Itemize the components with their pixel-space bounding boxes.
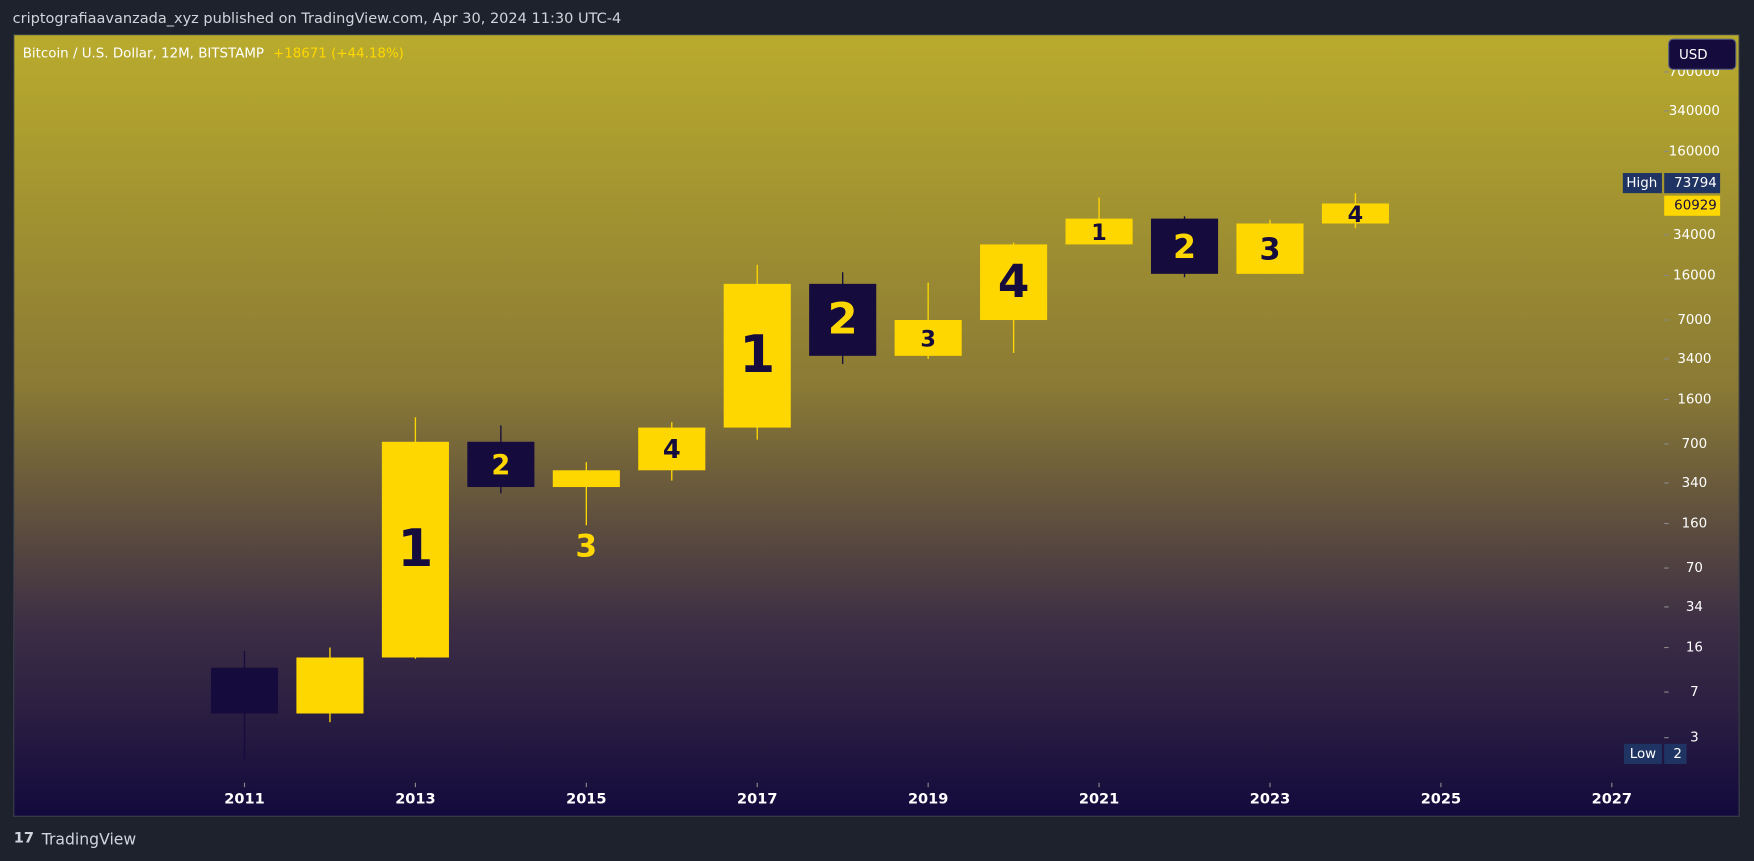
y-tick-label: 700 <box>1682 437 1708 452</box>
y-tick-label: 160000 <box>1669 144 1720 159</box>
wave-label: 2 <box>828 295 858 345</box>
wave-label: 3 <box>920 327 936 353</box>
y-tick-label: 160 <box>1682 517 1708 532</box>
high-label: High <box>1626 176 1657 191</box>
publisher: criptografiaavanzada_xyz published on Tr… <box>13 11 622 27</box>
x-tick-label: 2015 <box>566 792 606 808</box>
x-tick-label: 2021 <box>1079 792 1119 808</box>
low-value: 2 <box>1673 747 1682 762</box>
candle-body <box>381 441 449 658</box>
candle-body <box>1065 218 1133 245</box>
change: +18671 (+44.18%) <box>273 47 404 62</box>
currency[interactable]: USD <box>1679 48 1708 63</box>
x-tick-label: 2027 <box>1592 792 1632 808</box>
candle-body <box>467 441 535 488</box>
candle-body <box>638 427 706 471</box>
candle-body <box>809 283 877 356</box>
low-tag <box>1623 743 1662 764</box>
high-value-tag <box>1664 173 1721 194</box>
plot: 3716347016034070016003400700016000340001… <box>210 65 1720 808</box>
brand: TradingView <box>41 829 137 848</box>
x-tick-label: 2017 <box>737 792 777 808</box>
wave-label: 3 <box>1259 232 1280 267</box>
candle-body <box>552 470 620 488</box>
low-value-tag <box>1664 743 1687 764</box>
candle-body <box>723 283 791 428</box>
y-tick-label: 340 <box>1682 476 1708 491</box>
wave-label: 2 <box>491 450 510 481</box>
high-tag <box>1622 173 1662 194</box>
y-tick-label: 16 <box>1686 641 1703 656</box>
y-tick-label: 1600 <box>1677 393 1711 408</box>
symbol: Bitcoin / U.S. Dollar, 12M, BITSTAMP <box>23 47 264 62</box>
y-tick-label: 34 <box>1686 600 1703 615</box>
wave-label: 3 <box>575 529 597 565</box>
candle-body <box>210 667 279 714</box>
wave-label: 1 <box>398 519 434 579</box>
candle-body <box>980 244 1048 321</box>
candle-body <box>894 320 962 356</box>
last-value: 60929 <box>1674 199 1717 214</box>
wave-label: 4 <box>663 435 681 465</box>
y-tick-label: 3400 <box>1677 352 1711 367</box>
wave-label: 1 <box>739 325 775 385</box>
y-tick-label: 3 <box>1690 731 1699 746</box>
y-tick-label: 16000 <box>1673 268 1716 283</box>
wave-label: 1 <box>1091 220 1107 246</box>
x-tick-label: 2011 <box>224 792 264 808</box>
high-value: 73794 <box>1674 176 1717 191</box>
currency-button[interactable] <box>1668 38 1737 70</box>
y-tick-label: 34000 <box>1673 228 1716 243</box>
x-tick-label: 2023 <box>1250 792 1290 808</box>
last-value-tag <box>1664 195 1721 216</box>
y-tick-label: 7 <box>1690 685 1699 700</box>
candle-body <box>296 657 364 714</box>
logo: 17 <box>14 831 34 847</box>
x-tick-label: 2025 <box>1421 792 1461 808</box>
candle-body <box>1150 218 1219 274</box>
low-label: Low <box>1630 747 1656 762</box>
y-tick-label: 70 <box>1686 561 1703 576</box>
wave-label: 2 <box>1173 227 1196 266</box>
x-tick-label: 2019 <box>908 792 948 808</box>
x-tick-label: 2013 <box>395 792 435 808</box>
y-tick-label: 7000 <box>1677 313 1711 328</box>
y-tick-label: 340000 <box>1669 104 1720 119</box>
wave-label: 4 <box>1348 202 1364 228</box>
candle-body <box>1321 203 1389 224</box>
wave-label: 4 <box>998 255 1030 308</box>
candle-body <box>1236 223 1304 274</box>
